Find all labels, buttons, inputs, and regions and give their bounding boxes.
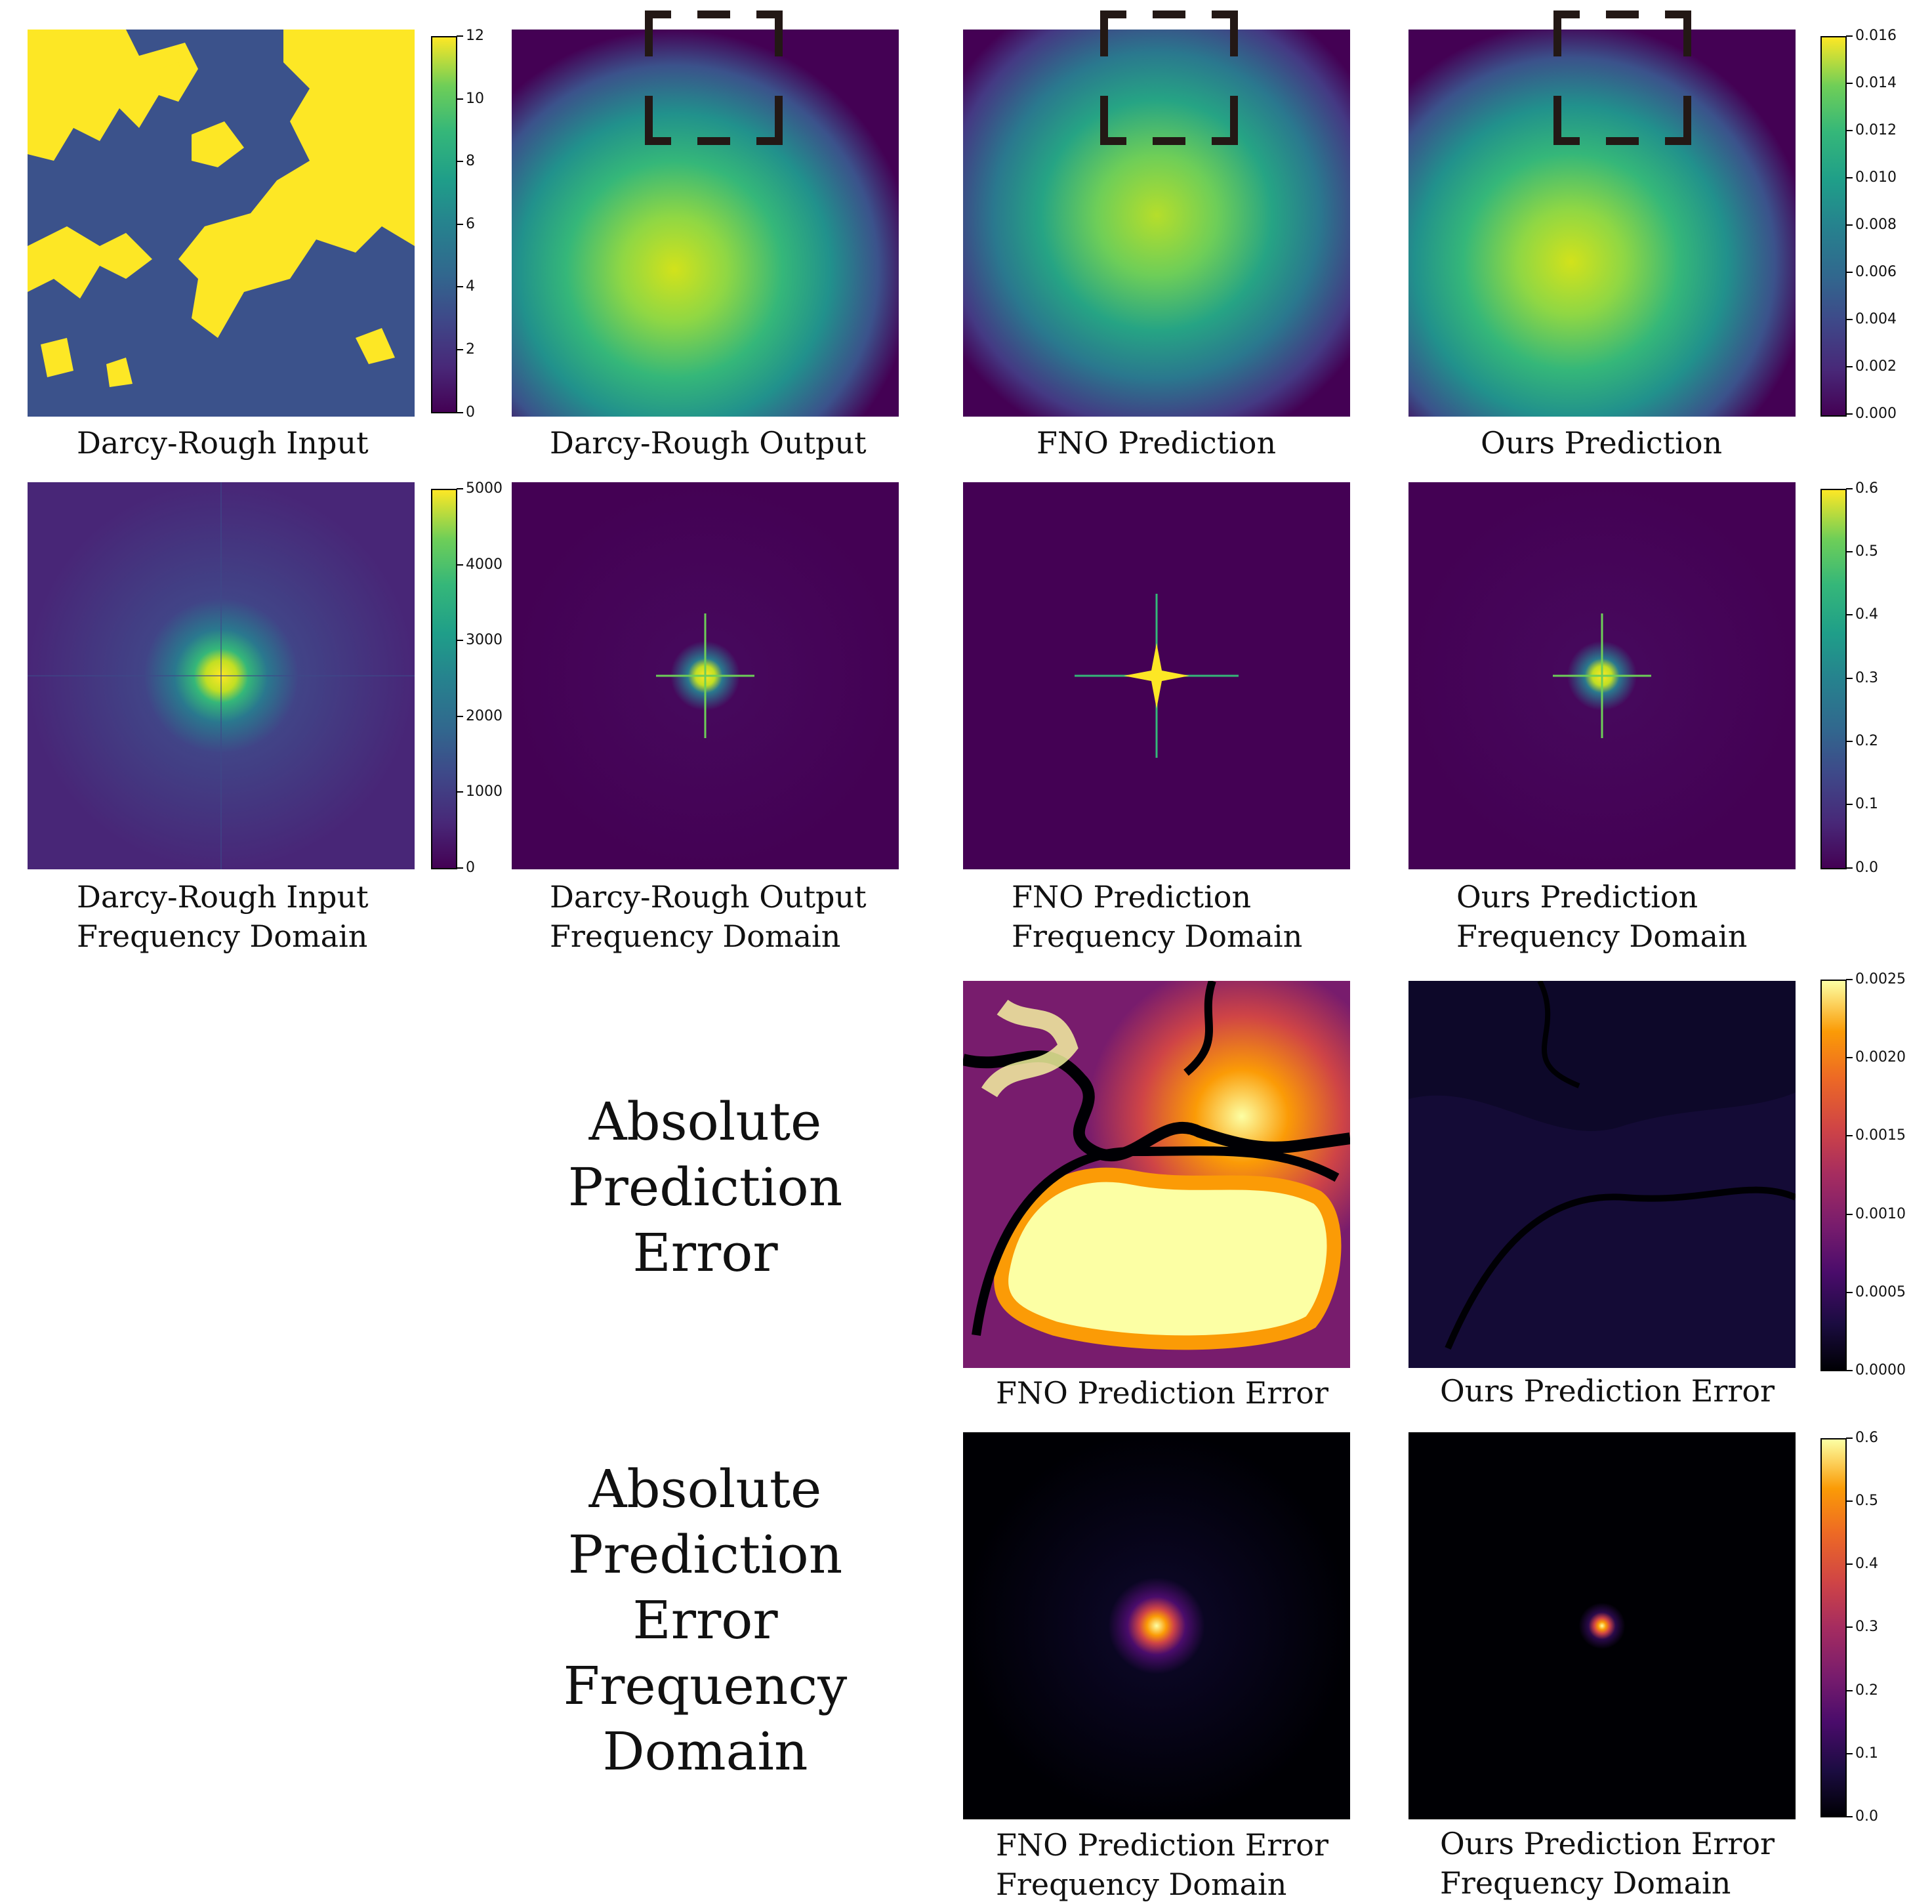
darcy-input-heatmap xyxy=(28,30,415,417)
input-freq-tick: 4000 xyxy=(457,556,503,573)
caption-line: Frequency Domain xyxy=(1456,919,1748,954)
error-freq-tick: 0.6 xyxy=(1846,1430,1878,1446)
error-freq-tick: 0.5 xyxy=(1846,1493,1878,1509)
output-freq-tick: 0.5 xyxy=(1846,543,1878,560)
zoom-box-output xyxy=(645,10,783,145)
error-freq-tick: 0.0 xyxy=(1846,1808,1878,1825)
row-label-line: Prediction xyxy=(567,1524,843,1585)
output-freq-tick: 0.2 xyxy=(1846,733,1878,749)
input-colorbar xyxy=(431,36,457,413)
row-label-line: Frequency xyxy=(563,1655,848,1716)
output-freq-tick: 0.0 xyxy=(1846,859,1878,876)
error-freq-tick: 0.4 xyxy=(1846,1556,1878,1572)
input-tick: 4 xyxy=(457,278,475,295)
output-tick: 0.006 xyxy=(1846,264,1897,280)
caption-line: Frequency Domain xyxy=(550,919,841,954)
caption-line: Frequency Domain xyxy=(996,1867,1287,1902)
ours-frequency-heatmap xyxy=(1408,482,1796,869)
input-freq-tick: 1000 xyxy=(457,783,503,800)
caption-line: FNO Prediction xyxy=(1012,879,1252,915)
fno-frequency-heatmap xyxy=(963,482,1350,869)
output-tick: 0.016 xyxy=(1846,28,1897,44)
output-freq-colorbar xyxy=(1820,489,1847,869)
row-label-error-freq: Absolute Prediction Error Frequency Doma… xyxy=(522,1457,889,1785)
input-tick: 8 xyxy=(457,153,475,169)
caption-fno-freq: FNO Prediction Frequency Domain xyxy=(1012,877,1302,956)
row-label-line: Domain xyxy=(602,1721,808,1782)
ours-prediction-heatmap xyxy=(1408,30,1796,417)
input-freq-tick: 2000 xyxy=(457,708,503,724)
caption-line: Darcy-Rough Input xyxy=(77,879,369,915)
error-tick: 0.0025 xyxy=(1846,971,1906,987)
output-colorbar xyxy=(1820,36,1847,417)
row-label-line: Error xyxy=(632,1590,778,1651)
error-tick: 0.0015 xyxy=(1846,1127,1906,1144)
caption-fno-prediction: FNO Prediction xyxy=(1037,425,1277,461)
darcy-output-heatmap xyxy=(512,30,899,417)
caption-line: Frequency Domain xyxy=(1012,919,1303,954)
output-tick: 0.010 xyxy=(1846,169,1897,186)
zoom-box-fno xyxy=(1100,10,1238,145)
fno-error-heatmap xyxy=(963,981,1350,1368)
input-tick: 12 xyxy=(457,28,484,44)
input-tick: 2 xyxy=(457,341,475,358)
row-label-line: Absolute xyxy=(588,1459,822,1520)
output-freq-tick: 0.3 xyxy=(1846,670,1878,686)
row-label-line: Error xyxy=(632,1222,778,1283)
caption-ours-freq: Ours Prediction Frequency Domain xyxy=(1456,877,1747,956)
output-tick: 0.000 xyxy=(1846,405,1897,422)
caption-line: Ours Prediction xyxy=(1456,879,1698,915)
ours-error-frequency-heatmap xyxy=(1408,1432,1796,1819)
caption-ours-error: Ours Prediction Error xyxy=(1440,1373,1775,1409)
input-tick: 10 xyxy=(457,91,484,107)
fno-prediction-heatmap xyxy=(963,30,1350,417)
error-colorbar xyxy=(1820,980,1847,1371)
output-tick: 0.008 xyxy=(1846,217,1897,233)
input-freq-tick: 0 xyxy=(457,859,475,876)
error-freq-tick: 0.3 xyxy=(1846,1619,1878,1635)
caption-fno-error: FNO Prediction Error xyxy=(996,1375,1328,1411)
input-freq-tick: 5000 xyxy=(457,480,503,497)
error-freq-colorbar xyxy=(1820,1438,1847,1817)
input-tick: 6 xyxy=(457,216,475,232)
error-tick: 0.0020 xyxy=(1846,1049,1906,1066)
ours-error-heatmap xyxy=(1408,981,1796,1368)
input-tick: 0 xyxy=(457,404,475,421)
caption-line: Ours Prediction Error xyxy=(1440,1826,1775,1861)
output-freq-tick: 0.4 xyxy=(1846,606,1878,623)
output-freq-tick: 0.1 xyxy=(1846,796,1878,812)
caption-input: Darcy-Rough Input xyxy=(77,425,369,461)
caption-line: Frequency Domain xyxy=(1440,1865,1731,1901)
caption-fno-error-freq: FNO Prediction Error Frequency Domain xyxy=(996,1825,1328,1904)
caption-line: Frequency Domain xyxy=(77,919,368,954)
caption-line: FNO Prediction Error xyxy=(996,1827,1328,1863)
caption-input-freq: Darcy-Rough Input Frequency Domain xyxy=(77,877,369,956)
output-tick: 0.014 xyxy=(1846,75,1897,91)
caption-ours-prediction: Ours Prediction xyxy=(1481,425,1723,461)
input-freq-tick: 3000 xyxy=(457,632,503,648)
input-frequency-heatmap xyxy=(28,482,415,869)
caption-output-freq: Darcy-Rough Output Frequency Domain xyxy=(550,877,867,956)
caption-line: Darcy-Rough Output xyxy=(550,879,867,915)
error-freq-tick: 0.1 xyxy=(1846,1745,1878,1762)
zoom-box-ours xyxy=(1553,10,1691,145)
output-tick: 0.004 xyxy=(1846,311,1897,327)
error-tick: 0.0005 xyxy=(1846,1284,1906,1300)
error-freq-tick: 0.2 xyxy=(1846,1682,1878,1699)
error-tick: 0.0000 xyxy=(1846,1362,1906,1378)
input-freq-colorbar xyxy=(431,489,457,869)
output-frequency-heatmap xyxy=(512,482,899,869)
output-freq-tick: 0.6 xyxy=(1846,480,1878,497)
output-tick: 0.002 xyxy=(1846,358,1897,375)
output-tick: 0.012 xyxy=(1846,122,1897,138)
error-tick: 0.0010 xyxy=(1846,1206,1906,1222)
row-label-line: Absolute xyxy=(588,1091,822,1152)
row-label-line: Prediction xyxy=(567,1157,843,1218)
caption-ours-error-freq: Ours Prediction Error Frequency Domain xyxy=(1440,1824,1775,1903)
caption-output: Darcy-Rough Output xyxy=(550,425,867,461)
row-label-error: Absolute Prediction Error xyxy=(522,1089,889,1286)
fno-error-frequency-heatmap xyxy=(963,1432,1350,1819)
